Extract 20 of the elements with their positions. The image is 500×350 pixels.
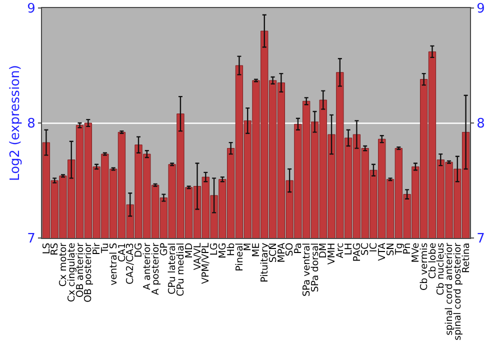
y-tick-label: 9 [27, 2, 36, 17]
y-tick-label: 7 [27, 232, 36, 247]
x-tick-label: LH [343, 242, 354, 256]
x-tick-label: Cx cingulate [66, 242, 78, 302]
x-tick-label: OB posterior [83, 242, 94, 302]
x-tick-label: SN [385, 242, 396, 256]
x-tick-label: A posterior [150, 242, 162, 295]
x-tick-label: Retina [460, 242, 472, 274]
x-tick-label: VTA [376, 242, 388, 261]
x-tick-label: ventral S [108, 242, 120, 286]
x-tick-label: SCN [268, 242, 279, 263]
x-tick-label: Tg [394, 242, 405, 256]
x-tick-label: MD [184, 242, 195, 258]
x-tick-label: Hb [226, 242, 237, 256]
y-axis-title: Log2 (expression) [8, 65, 24, 181]
y2-tick-label: 8 [476, 116, 485, 132]
y2-tick-label: 7 [476, 232, 485, 247]
y2-tick-label: 9 [476, 2, 485, 17]
y-tick-label: 8 [27, 116, 36, 132]
x-tick-label: spinal cord posterior [452, 242, 464, 340]
